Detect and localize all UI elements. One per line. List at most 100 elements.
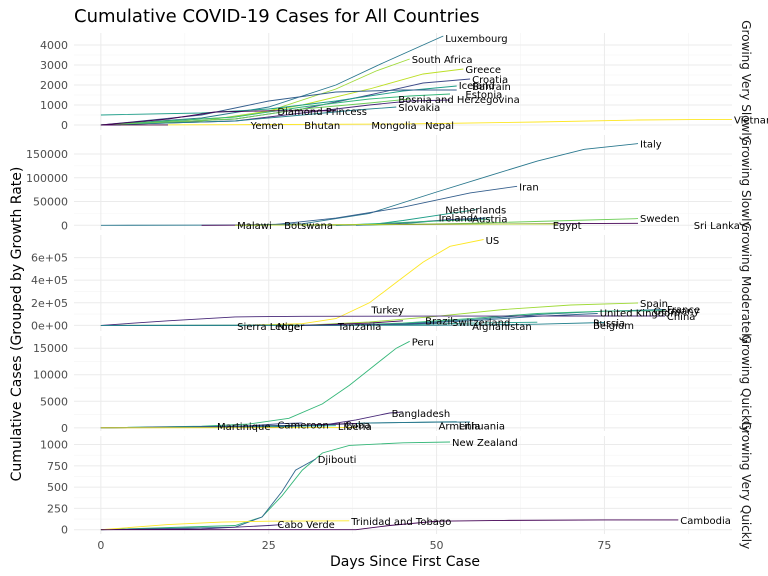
panel-growing-moderately: 0e+00 2e+05 4e+05 6e+05 US SpainFranceGermany…	[31, 222, 753, 343]
x-tick-label: 75	[597, 539, 611, 552]
series-label-spain: Spain	[640, 299, 668, 310]
x-tick-label: 50	[430, 539, 444, 552]
series-label-bosnia-and-herzegovina: Bosnia and Herzegovina	[398, 95, 519, 106]
series-line-china	[100, 315, 665, 326]
y-tick-label: 2e+05	[31, 297, 68, 310]
series-label-sweden: Sweden	[640, 214, 680, 225]
series-label-austria: Austria	[472, 215, 507, 226]
panel-growing-quickly: 0 5000 10000 15000 Peru Bangladesh Cuba Armenia…	[33, 335, 753, 435]
series-label-estonia: Estonia	[465, 90, 502, 101]
series-label-china: China	[667, 312, 696, 323]
y-tick-label: 250	[47, 502, 68, 515]
y-tick-label: 4e+05	[31, 274, 68, 287]
series-label-sierra-leone: Sierra Leone	[237, 322, 300, 333]
series-label-brazil: Brazil	[425, 316, 453, 327]
series-line-turkey	[302, 320, 404, 326]
series-line-israel	[335, 219, 491, 226]
series-label-nepal: Nepal	[425, 121, 454, 132]
y-tick-label: 3000	[40, 59, 68, 72]
y-tick-label: 750	[47, 460, 68, 473]
y-tick-label: 6e+05	[31, 252, 68, 265]
series-label-bangladesh: Bangladesh	[392, 409, 451, 420]
y-tick-label: 1000	[40, 99, 68, 112]
panel-growing-slowly: 0 50000 100000 150000 Italy Iran Netherlands Sw…	[26, 135, 753, 232]
y-tick-label: 2000	[40, 79, 68, 92]
series-label-greece: Greece	[465, 65, 501, 76]
facet-strip-label: Growing Very Slowly	[739, 20, 753, 143]
y-tick-label: 15000	[33, 342, 68, 355]
y-tick-label: 5000	[40, 395, 68, 408]
y-tick-label: 0	[61, 119, 68, 132]
series-line-cambodia	[100, 519, 679, 531]
y-tick-label: 10000	[33, 369, 68, 382]
series-label-france: France	[667, 305, 700, 316]
x-axis-title: Days Since First Case	[330, 554, 480, 570]
series-label-turkey: Turkey	[370, 306, 404, 317]
y-tick-label: 0e+00	[31, 319, 68, 332]
series-label-bhutan: Bhutan	[304, 121, 340, 132]
series-label-switzerland: Switzerland	[452, 318, 510, 329]
series-label-south-africa: South Africa	[412, 55, 473, 66]
y-tick-label: 500	[47, 481, 68, 494]
x-tick-label: 25	[262, 539, 276, 552]
series-line-slovenia	[100, 98, 410, 126]
series-label-mongolia: Mongolia	[371, 121, 416, 132]
series-label-peru: Peru	[412, 337, 434, 348]
y-axis-title: Cumulative Cases (Grouped by Growth Rate…	[9, 167, 25, 482]
series-label-botswana: Botswana	[284, 221, 333, 232]
series-label-armenia: Armenia	[439, 422, 481, 433]
facet-strip-label: Growing Very Quickly	[739, 421, 753, 549]
series-label-sri-lanka: Sri Lanka	[694, 221, 740, 232]
series-label-iran: Iran	[519, 182, 539, 193]
series-line-slovakia	[100, 106, 397, 126]
series-line-estonia	[100, 93, 451, 126]
series-label-martinique: Martinique	[217, 422, 271, 433]
series-label-niger: Niger	[277, 322, 305, 333]
series-label-netherlands: Netherlands	[445, 206, 506, 217]
series-line-peru	[100, 340, 410, 429]
series-label-italy: Italy	[640, 140, 662, 151]
series-label-us: US	[486, 236, 500, 247]
series-label-croatia: Croatia	[472, 75, 508, 86]
x-axis: 0 25 50 75	[97, 539, 611, 552]
series-label-afghanistan: Afghanistan	[472, 322, 532, 333]
series-label-bahrain: Bahrain	[472, 82, 511, 93]
series-line-us	[100, 239, 484, 326]
series-line-russia	[100, 322, 605, 326]
series-label-cambodia: Cambodia	[680, 516, 731, 527]
y-tick-label: 0	[61, 219, 68, 232]
series-label-trinidad-and-tobago: Trinidad and Tobago	[350, 517, 451, 528]
series-label-belgium: Belgium	[593, 321, 634, 332]
y-tick-label: 0	[61, 422, 68, 435]
series-label-iceland: Iceland	[459, 81, 495, 92]
y-tick-label: 50000	[33, 196, 68, 209]
facet-strip-label: Growing Slowly	[739, 136, 753, 228]
series-label-yemen: Yemen	[250, 121, 284, 132]
series-label-russia: Russia	[593, 319, 625, 330]
series-label-slovakia: Slovakia	[398, 103, 440, 114]
series-label-djibouti: Djibouti	[318, 455, 357, 466]
y-tick-label: 150000	[26, 148, 68, 161]
series-line-brazil	[302, 322, 437, 326]
series-line-trinidad-and-tobago	[100, 520, 350, 531]
series-label-liberia: Liberia	[338, 422, 372, 433]
series-line-diamond-princess	[100, 110, 336, 126]
series-line-luxembourg	[100, 35, 444, 126]
series-label-malawi: Malawi	[237, 221, 272, 232]
y-tick-label: 4000	[40, 39, 68, 52]
x-tick-label: 0	[97, 539, 104, 552]
series-line-egypt	[235, 223, 558, 226]
series-label-cabo-verde: Cabo Verde	[277, 520, 334, 531]
series-label-germany: Germany	[653, 307, 699, 318]
chart-title: Cumulative COVID-19 Cases for All Countr…	[74, 6, 479, 27]
series-label-cameroon: Cameroon	[277, 421, 328, 432]
series-label-tanzania: Tanzania	[337, 322, 382, 333]
series-label-lithuania: Lithuania	[459, 422, 505, 433]
y-tick-label: 1000	[40, 439, 68, 452]
series-label-ireland: Ireland	[439, 214, 474, 225]
y-tick-label: 100000	[26, 172, 68, 185]
series-label-luxembourg: Luxembourg	[445, 34, 507, 45]
